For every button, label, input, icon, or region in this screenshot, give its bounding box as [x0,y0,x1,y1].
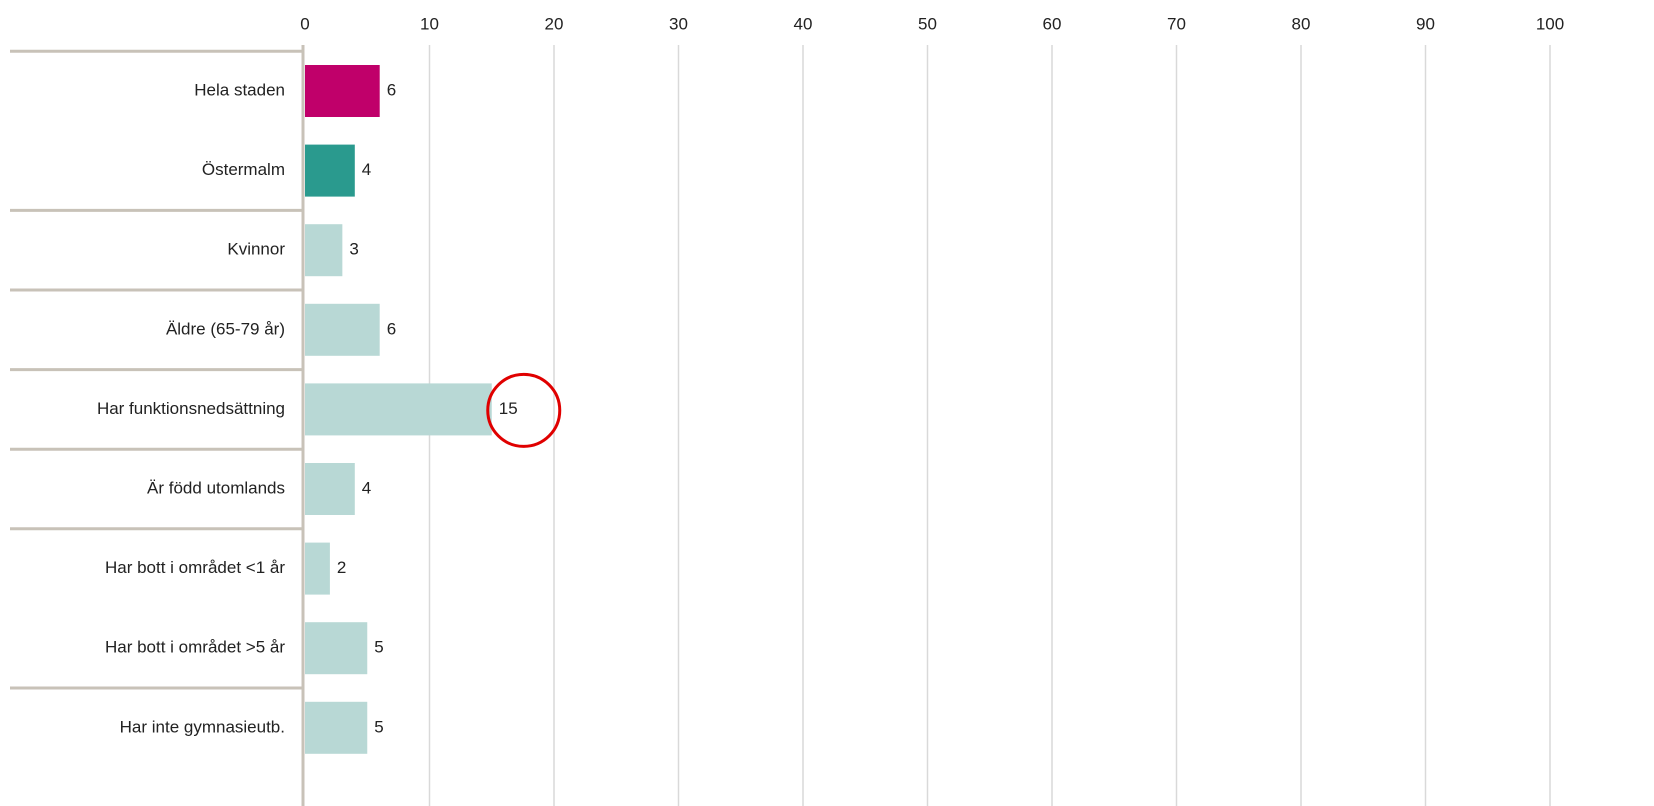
y-tick-label: Östermalm [202,160,285,179]
bar [305,622,368,675]
x-tick-label: 80 [1292,14,1311,33]
x-tick-label: 30 [669,14,688,33]
data-label: 2 [337,558,346,577]
y-tick-label: Har funktionsnedsättning [97,399,285,418]
data-label: 4 [362,160,371,179]
data-label: 6 [387,80,396,99]
y-tick-label: Är född utomlands [147,478,285,497]
y-tick-label: Har inte gymnasieutb. [120,717,285,736]
data-label: 3 [349,240,358,259]
x-tick-label: 100 [1536,14,1564,33]
highlight-circle [486,372,562,448]
x-tick-label: 0 [300,14,309,33]
bar [305,463,355,515]
bar [305,65,380,117]
bar [305,303,380,356]
y-tick-label: Kvinnor [227,240,285,259]
bar [305,224,343,277]
x-tick-label: 60 [1043,14,1062,33]
x-tick-label: 10 [420,14,439,33]
bar [305,542,330,595]
data-label: 6 [387,319,396,338]
data-label: 5 [374,638,383,657]
x-tick-label: 20 [545,14,564,33]
x-tick-label: 90 [1416,14,1435,33]
data-label: 15 [499,399,518,418]
bar [305,383,492,436]
bar [305,144,355,197]
y-tick-label: Har bott i området >5 år [105,638,285,657]
bar [305,701,368,754]
data-label: 4 [362,478,371,497]
data-label: 5 [374,717,383,736]
x-tick-label: 40 [794,14,813,33]
y-tick-label: Har bott i området <1 år [105,558,285,577]
x-tick-label: 50 [918,14,937,33]
y-tick-label: Hela staden [194,80,285,99]
x-tick-label: 70 [1167,14,1186,33]
y-tick-label: Äldre (65-79 år) [166,319,285,338]
